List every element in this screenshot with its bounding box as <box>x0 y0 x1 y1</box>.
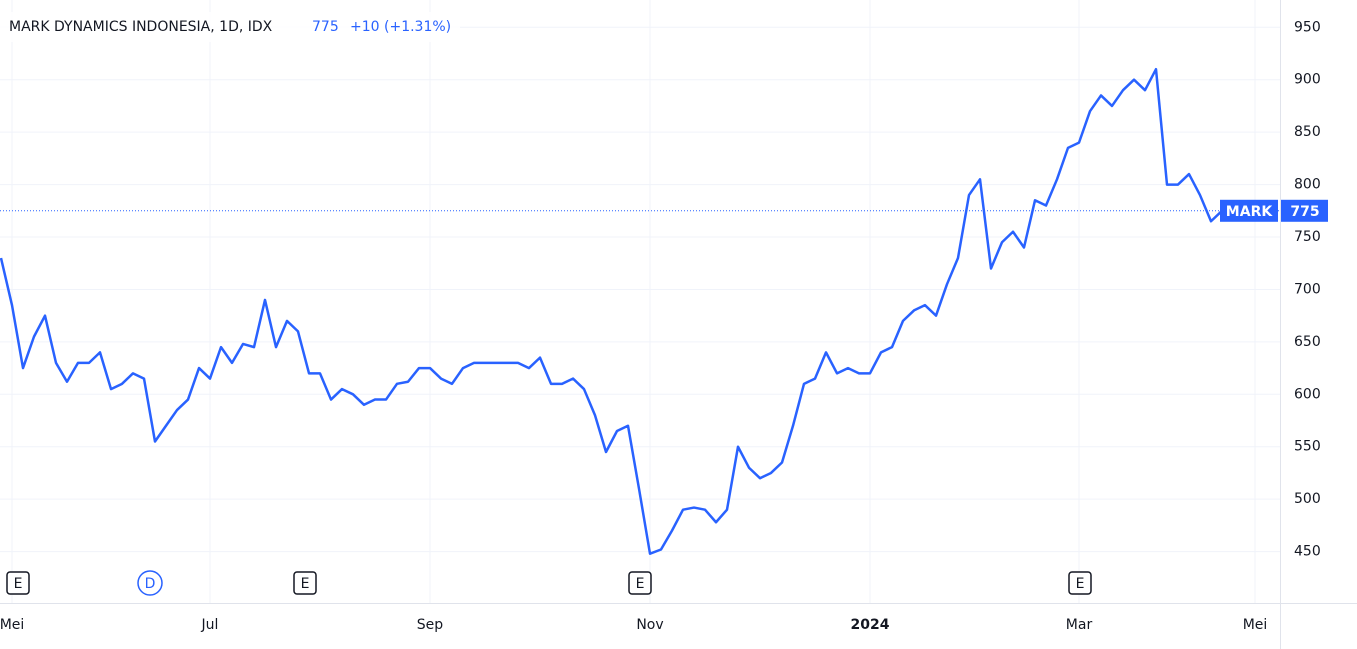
symbol-label: MARK <box>1226 204 1274 220</box>
y-tick-label: 500 <box>1294 491 1321 507</box>
event-markers: E D E E E <box>6 570 1092 596</box>
x-tick-label: Mei <box>1243 617 1268 633</box>
event-box[interactable] <box>137 570 163 596</box>
y-tick-label: 850 <box>1294 124 1321 140</box>
price-line <box>0 67 1223 555</box>
event-box[interactable] <box>6 571 30 595</box>
event-box[interactable] <box>628 571 652 595</box>
y-tick-label: 900 <box>1294 72 1321 88</box>
event-label: E <box>301 576 310 592</box>
x-tick-label: Mei <box>0 617 24 633</box>
header-bg <box>0 12 460 42</box>
event-box[interactable] <box>293 571 317 595</box>
symbol-label-bg <box>1220 199 1278 222</box>
y-tick-label: 950 <box>1294 19 1321 35</box>
x-tick-label: 2024 <box>851 617 890 633</box>
symbol-title: MARK DYNAMICS INDONESIA, 1D, IDX <box>9 19 273 35</box>
x-tick-label: Sep <box>417 617 444 633</box>
grid <box>0 0 1280 603</box>
header-price: 775 <box>312 19 339 35</box>
y-tick-label: 600 <box>1294 386 1321 402</box>
y-tick-label: 700 <box>1294 281 1321 297</box>
plot <box>0 67 1280 555</box>
axes: 450 500 550 600 650 700 750 800 850 900 950 Mei Jul S… <box>0 19 1328 633</box>
price-label: 775 <box>1290 204 1319 220</box>
y-tick-label: 550 <box>1294 439 1321 455</box>
event-label: E <box>14 576 23 592</box>
x-tick-label: Nov <box>636 617 663 633</box>
y-tick-label: 750 <box>1294 229 1321 245</box>
event-label: E <box>636 576 645 592</box>
event-box[interactable] <box>1068 571 1092 595</box>
x-tick-label: Jul <box>201 617 219 633</box>
x-tick-label: Mar <box>1066 617 1093 633</box>
price-label-bg <box>1281 199 1328 222</box>
y-tick-label: 450 <box>1294 544 1321 560</box>
event-label: E <box>1076 576 1085 592</box>
event-label: D <box>145 576 156 592</box>
header-change: +10 (+1.31%) <box>350 19 451 35</box>
y-tick-label: 650 <box>1294 334 1321 350</box>
y-tick-label: 800 <box>1294 177 1321 193</box>
